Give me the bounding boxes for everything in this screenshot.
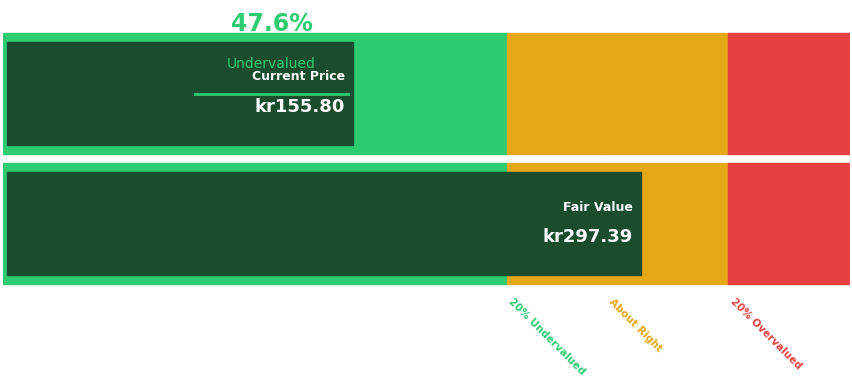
Text: kr297.39: kr297.39 [542,228,632,247]
Text: 20% Undervalued: 20% Undervalued [506,296,586,377]
FancyBboxPatch shape [3,163,506,284]
FancyBboxPatch shape [728,33,849,154]
FancyBboxPatch shape [506,33,607,154]
FancyBboxPatch shape [7,42,353,145]
FancyBboxPatch shape [728,163,849,284]
FancyBboxPatch shape [7,173,641,275]
Text: kr155.80: kr155.80 [254,98,344,116]
Text: Current Price: Current Price [251,70,344,84]
Text: Undervalued: Undervalued [227,57,316,71]
FancyBboxPatch shape [506,163,607,284]
FancyBboxPatch shape [3,33,506,154]
Text: About Right: About Right [607,296,664,353]
FancyBboxPatch shape [607,163,728,284]
FancyBboxPatch shape [607,33,728,154]
Text: Fair Value: Fair Value [562,201,632,214]
Text: 20% Overvalued: 20% Overvalued [728,296,803,371]
Text: 47.6%: 47.6% [230,12,312,36]
